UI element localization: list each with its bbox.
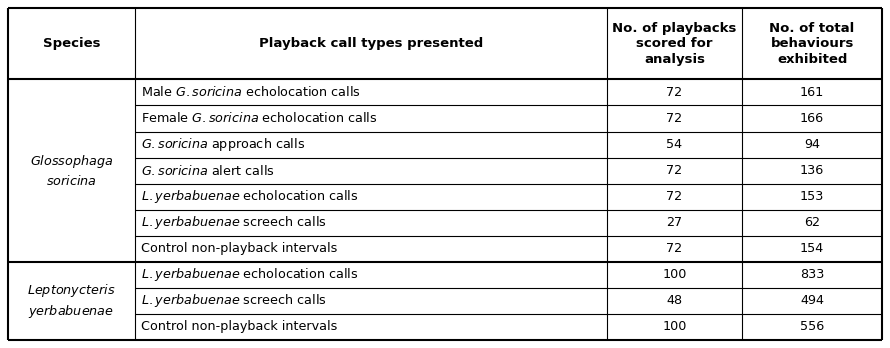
Text: $\mathit{L. yerbabuenae}$ screech calls: $\mathit{L. yerbabuenae}$ screech calls [141,214,327,231]
Text: 100: 100 [662,321,686,333]
Text: 154: 154 [800,242,824,255]
Text: Species: Species [43,37,100,50]
Text: $\mathit{G. soricina}$ approach calls: $\mathit{G. soricina}$ approach calls [141,136,305,153]
Text: Playback call types presented: Playback call types presented [259,37,483,50]
Text: $\mathit{L. yerbabuenae}$ echolocation calls: $\mathit{L. yerbabuenae}$ echolocation c… [141,266,358,283]
Text: 72: 72 [667,164,683,177]
Text: 161: 161 [800,86,824,99]
Text: 72: 72 [667,86,683,99]
Text: No. of playbacks
scored for
analysis: No. of playbacks scored for analysis [612,22,737,66]
Text: $\mathit{L. yerbabuenae}$ echolocation calls: $\mathit{L. yerbabuenae}$ echolocation c… [141,188,358,205]
Text: $\mathit{Glossophaga}$
$\mathit{soricina}$: $\mathit{Glossophaga}$ $\mathit{soricina… [29,153,113,188]
Text: 48: 48 [667,294,683,307]
Text: Male $\mathit{G. soricina}$ echolocation calls: Male $\mathit{G. soricina}$ echolocation… [141,85,360,100]
Text: 72: 72 [667,112,683,125]
Text: 833: 833 [800,268,824,281]
Text: 62: 62 [804,216,820,229]
Text: 494: 494 [800,294,824,307]
Text: Control non-playback intervals: Control non-playback intervals [141,242,337,255]
Text: 54: 54 [667,138,683,151]
Text: 72: 72 [667,190,683,203]
Text: Female $\mathit{G. soricina}$ echolocation calls: Female $\mathit{G. soricina}$ echolocati… [141,111,377,126]
Text: 94: 94 [804,138,820,151]
Text: 27: 27 [667,216,683,229]
Text: $\mathit{G. soricina}$ alert calls: $\mathit{G. soricina}$ alert calls [141,164,274,177]
Text: 136: 136 [800,164,824,177]
Text: 72: 72 [667,242,683,255]
Text: 556: 556 [800,321,824,333]
Text: $\mathit{Leptonycteris}$
$\mathit{yerbabuenae}$: $\mathit{Leptonycteris}$ $\mathit{yerbab… [27,282,116,320]
Text: 166: 166 [800,112,824,125]
Text: $\mathit{L. yerbabuenae}$ screech calls: $\mathit{L. yerbabuenae}$ screech calls [141,292,327,309]
Text: No. of total
behaviours
exhibited: No. of total behaviours exhibited [770,22,854,66]
Text: 153: 153 [800,190,824,203]
Text: 100: 100 [662,268,686,281]
Text: Control non-playback intervals: Control non-playback intervals [141,321,337,333]
